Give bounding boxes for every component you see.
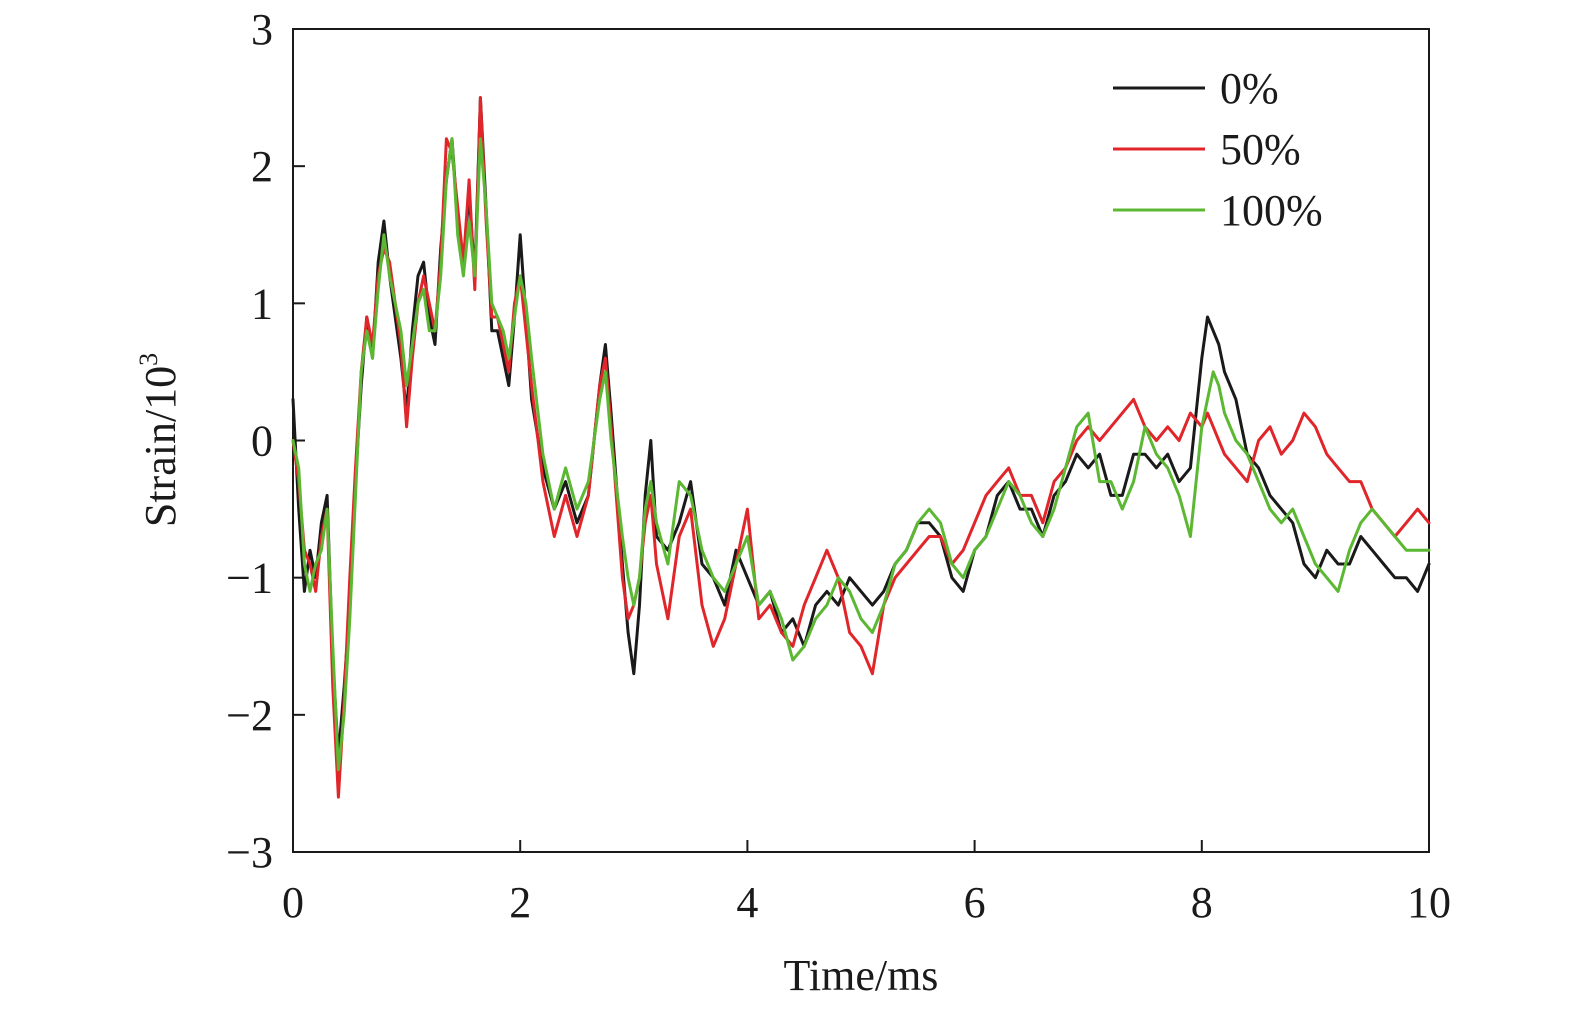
x-tick-label: 4 (736, 878, 758, 927)
y-tick-label: 0 (251, 417, 273, 466)
y-axis-label: Strain/103 (134, 353, 185, 527)
y-tick-label: 1 (251, 279, 273, 328)
y-axis-label-superscript: 3 (134, 353, 163, 366)
y-tick-label: −2 (226, 691, 273, 740)
y-tick-label: −3 (226, 828, 273, 877)
y-tick-label: −1 (226, 554, 273, 603)
y-tick-label: 2 (251, 142, 273, 191)
legend-label-0: 0% (1220, 64, 1279, 113)
x-tick-label: 0 (282, 878, 304, 927)
series-layer (291, 96, 1431, 799)
series-line-1 (291, 96, 1431, 799)
legend-label-2: 100% (1220, 186, 1323, 235)
x-tick-label: 8 (1191, 878, 1213, 927)
y-axis-label-text: Strain/10 (136, 366, 185, 527)
legend: 0% 50% 100% (1113, 64, 1323, 235)
x-tick-label: 10 (1407, 878, 1451, 927)
x-axis: 0 2 4 6 8 10 (282, 840, 1451, 927)
legend-label-1: 50% (1220, 125, 1301, 174)
x-tick-label: 2 (509, 878, 531, 927)
y-tick-label: 3 (251, 5, 273, 54)
series-line-2 (291, 137, 1431, 772)
x-tick-label: 6 (964, 878, 986, 927)
y-axis: −3 −2 −1 0 1 2 3 (226, 5, 305, 877)
x-axis-label: Time/ms (784, 951, 939, 1000)
